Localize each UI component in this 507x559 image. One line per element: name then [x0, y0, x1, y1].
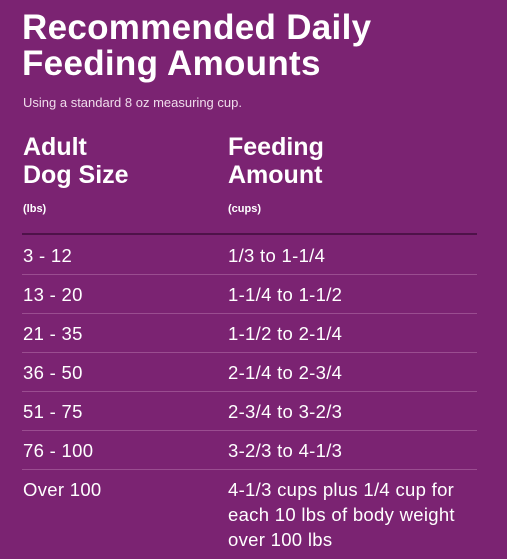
- table-cell: 4-1/3 cups plus 1/4 cup for each 10 lbs …: [228, 479, 455, 550]
- title-line: Feeding Amounts: [22, 44, 321, 83]
- header-line: Amount: [228, 161, 323, 189]
- table-cell: 1-1/4 to 1-1/2: [228, 284, 343, 305]
- column-unit: (lbs): [23, 203, 47, 215]
- column-unit: (cups): [228, 203, 261, 215]
- table-row: 13 - 20 1-1/4 to 1-1/2: [22, 274, 477, 314]
- table-cell: 2-3/4 to 3-2/3: [228, 401, 343, 422]
- table-row: Over 100 4-1/3 cups plus 1/4 cup for each…: [22, 469, 477, 559]
- title: Recommended Daily Feeding Amounts: [22, 10, 371, 82]
- table-cell: 76 - 100: [23, 440, 94, 461]
- table-row: 51 - 75 2-3/4 to 3-2/3: [22, 391, 477, 431]
- table-cell: 21 - 35: [23, 323, 83, 344]
- table-row: 76 - 100 3-2/3 to 4-1/3: [22, 430, 477, 470]
- table-cell: 51 - 75: [23, 401, 83, 422]
- table-row: 36 - 50 2-1/4 to 2-3/4: [22, 352, 477, 392]
- table-cell: 3 - 12: [23, 245, 73, 266]
- table-cell: 1/3 to 1-1/4: [228, 245, 326, 266]
- subtitle: Using a standard 8 oz measuring cup.: [23, 95, 242, 110]
- table-cell: 36 - 50: [23, 362, 83, 383]
- table-row: 21 - 35 1-1/2 to 2-1/4: [22, 313, 477, 353]
- header-line: Dog Size: [23, 161, 129, 189]
- table-cell: Over 100: [23, 479, 102, 500]
- table-cell: 1-1/2 to 2-1/4: [228, 323, 343, 344]
- title-line: Recommended Daily: [22, 8, 372, 47]
- table-cell: 3-2/3 to 4-1/3: [228, 440, 343, 461]
- column-header: Adult Dog Size: [23, 133, 129, 189]
- header-line: Adult: [23, 133, 87, 161]
- header-line: Feeding: [228, 133, 324, 161]
- table-row: 3 - 12 1/3 to 1-1/4: [22, 235, 477, 275]
- table-cell: 2-1/4 to 2-3/4: [228, 362, 343, 383]
- column-header: Feeding Amount: [228, 133, 324, 189]
- divider: [22, 233, 477, 235]
- table-cell: 13 - 20: [23, 284, 83, 305]
